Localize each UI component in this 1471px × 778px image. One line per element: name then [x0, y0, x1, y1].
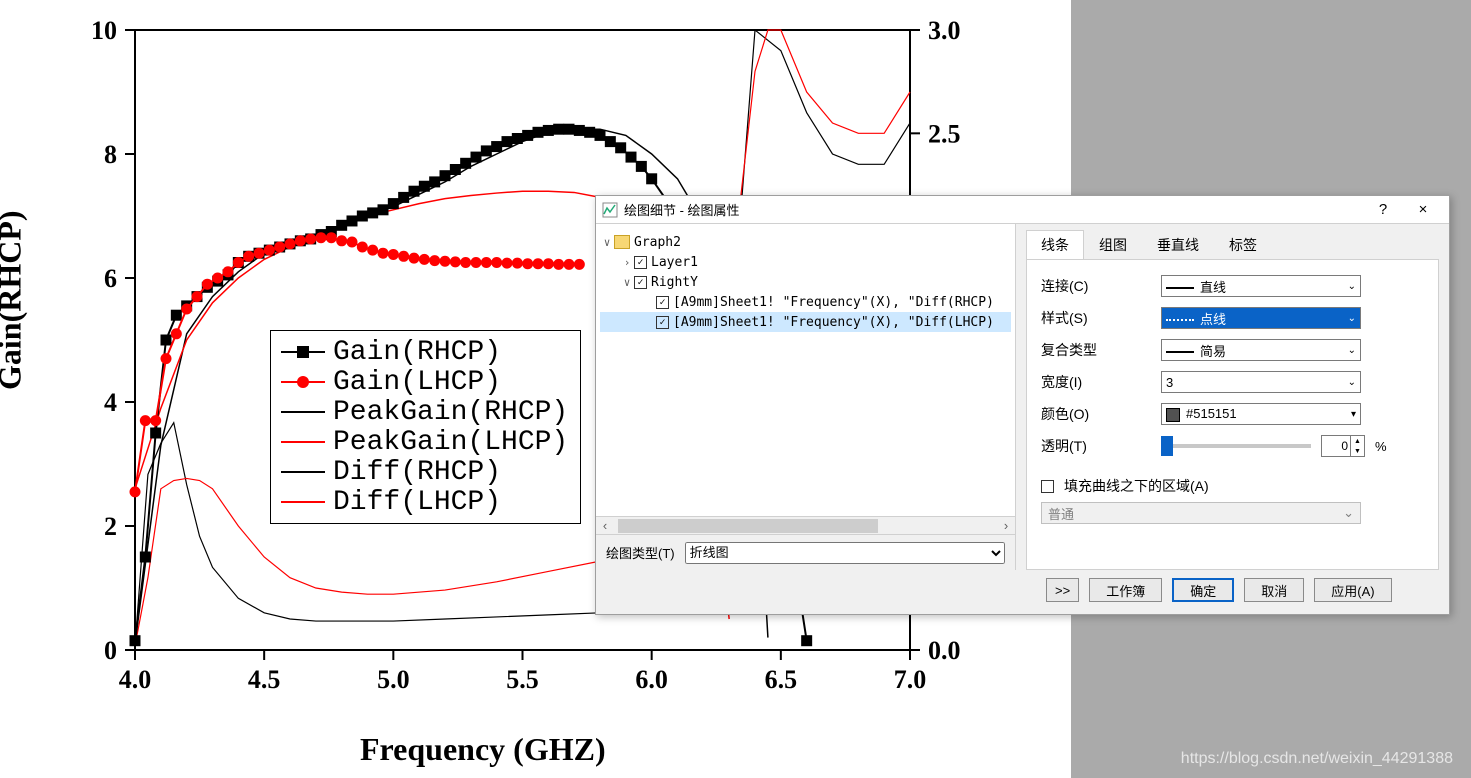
- svg-text:6.5: 6.5: [765, 665, 798, 694]
- connect-label: 连接(C): [1041, 276, 1161, 296]
- svg-text:6.0: 6.0: [635, 665, 668, 694]
- watermark: https://blog.csdn.net/weixin_44291388: [1181, 750, 1453, 768]
- tree-item-label: [A9mm]Sheet1! "Frequency"(X), "Diff(RHCP…: [673, 295, 994, 310]
- style-label: 样式(S): [1041, 308, 1161, 328]
- width-label: 宽度(I): [1041, 372, 1161, 392]
- svg-text:0.0: 0.0: [928, 636, 961, 665]
- svg-text:2.5: 2.5: [928, 119, 961, 148]
- svg-text:2: 2: [104, 512, 117, 541]
- percent-label: %: [1375, 439, 1387, 454]
- svg-text:0: 0: [104, 636, 117, 665]
- tree-item-diff-rhcp[interactable]: ✓ [A9mm]Sheet1! "Frequency"(X), "Diff(RH…: [600, 292, 1011, 312]
- svg-text:10: 10: [91, 16, 117, 45]
- ok-button[interactable]: 确定: [1172, 578, 1234, 602]
- connect-combo[interactable]: 直线 ⌄: [1161, 275, 1361, 297]
- transparency-label: 透明(T): [1041, 436, 1161, 456]
- legend-label: Gain(LHCP): [333, 367, 501, 398]
- svg-text:3.0: 3.0: [928, 16, 961, 45]
- svg-text:8: 8: [104, 140, 117, 169]
- legend-box[interactable]: Gain(RHCP)Gain(LHCP)PeakGain(RHCP)PeakGa…: [270, 330, 581, 524]
- dialog-button-bar: >> 工作簿 确定 取消 应用(A): [596, 570, 1449, 610]
- plot-type-select[interactable]: 折线图: [685, 542, 1005, 564]
- compound-combo[interactable]: 简易 ⌄: [1161, 339, 1361, 361]
- tree-hscrollbar[interactable]: ‹›: [596, 516, 1015, 534]
- legend-label: Gain(RHCP): [333, 337, 501, 368]
- tree-root-label: Graph2: [634, 235, 681, 250]
- legend-item[interactable]: Diff(LHCP): [281, 487, 568, 517]
- svg-text:6: 6: [104, 264, 117, 293]
- compound-label: 复合类型: [1041, 340, 1161, 360]
- legend-item[interactable]: PeakGain(LHCP): [281, 427, 568, 457]
- legend-item[interactable]: Gain(LHCP): [281, 367, 568, 397]
- tab-bar: 线条 组图 垂直线 标签: [1026, 230, 1439, 260]
- checkbox-icon[interactable]: ✓: [656, 296, 669, 309]
- tab-group[interactable]: 组图: [1084, 230, 1142, 259]
- tab-label[interactable]: 标签: [1214, 230, 1272, 259]
- fill-mode-combo: 普通⌄: [1041, 502, 1361, 524]
- workbook-button[interactable]: 工作簿: [1089, 578, 1162, 602]
- help-button[interactable]: ?: [1363, 201, 1403, 218]
- tree-layer-label: Layer1: [651, 255, 698, 270]
- checkbox-icon[interactable]: ✓: [656, 316, 669, 329]
- app-icon: [602, 202, 618, 218]
- tree-root[interactable]: ∨ Graph2: [600, 232, 1011, 252]
- width-combo[interactable]: 3⌄: [1161, 371, 1361, 393]
- apply-button[interactable]: 应用(A): [1314, 578, 1391, 602]
- color-label: 颜色(O): [1041, 404, 1161, 424]
- tree-righty[interactable]: ∨✓ RightY: [600, 272, 1011, 292]
- properties-panel: 线条 组图 垂直线 标签 连接(C) 直线 ⌄ 样式(S) 点线 ⌄: [1016, 224, 1449, 570]
- legend-label: PeakGain(RHCP): [333, 397, 568, 428]
- legend-label: PeakGain(LHCP): [333, 427, 568, 458]
- dialog-title: 绘图细节 - 绘图属性: [624, 200, 740, 219]
- svg-text:7.0: 7.0: [894, 665, 927, 694]
- color-combo[interactable]: #515151 ▾: [1161, 403, 1361, 425]
- fill-label: 填充曲线之下的区域(A): [1064, 476, 1209, 496]
- y-axis-title: Gain(RHCP): [0, 210, 29, 390]
- svg-text:4.0: 4.0: [119, 665, 152, 694]
- svg-text:4: 4: [104, 388, 117, 417]
- transparency-input[interactable]: [1322, 436, 1350, 456]
- legend-item[interactable]: Diff(RHCP): [281, 457, 568, 487]
- transparency-slider[interactable]: [1161, 444, 1311, 448]
- tree-item-label: [A9mm]Sheet1! "Frequency"(X), "Diff(LHCP…: [673, 315, 994, 330]
- plot-details-dialog: 绘图细节 - 绘图属性 ? × ∨ Graph2 ›✓ Layer1 ∨✓ Ri…: [595, 195, 1450, 615]
- checkbox-icon[interactable]: ✓: [634, 256, 647, 269]
- tab-dropline[interactable]: 垂直线: [1142, 230, 1214, 259]
- svg-text:5.0: 5.0: [377, 665, 410, 694]
- tab-line[interactable]: 线条: [1026, 230, 1084, 259]
- svg-text:4.5: 4.5: [248, 665, 281, 694]
- legend-item[interactable]: Gain(RHCP): [281, 337, 568, 367]
- line-properties-form: 连接(C) 直线 ⌄ 样式(S) 点线 ⌄ 复合类型 简易: [1026, 260, 1439, 570]
- tree-righty-label: RightY: [651, 275, 698, 290]
- x-axis-title: Frequency (GHZ): [360, 731, 606, 768]
- fill-checkbox[interactable]: [1041, 480, 1054, 493]
- more-button[interactable]: >>: [1046, 578, 1079, 602]
- dialog-titlebar[interactable]: 绘图细节 - 绘图属性 ? ×: [596, 196, 1449, 224]
- plot-tree[interactable]: ∨ Graph2 ›✓ Layer1 ∨✓ RightY ✓ [A9mm]She…: [596, 224, 1015, 516]
- transparency-spinner[interactable]: ▲▼: [1321, 435, 1365, 457]
- tree-panel: ∨ Graph2 ›✓ Layer1 ∨✓ RightY ✓ [A9mm]She…: [596, 224, 1016, 570]
- checkbox-icon[interactable]: ✓: [634, 276, 647, 289]
- close-button[interactable]: ×: [1403, 201, 1443, 218]
- legend-label: Diff(LHCP): [333, 487, 501, 518]
- plot-type-label: 绘图类型(T): [606, 543, 675, 562]
- cancel-button[interactable]: 取消: [1244, 578, 1304, 602]
- tree-item-diff-lhcp[interactable]: ✓ [A9mm]Sheet1! "Frequency"(X), "Diff(LH…: [600, 312, 1011, 332]
- style-combo[interactable]: 点线 ⌄: [1161, 307, 1361, 329]
- tree-layer1[interactable]: ›✓ Layer1: [600, 252, 1011, 272]
- folder-icon: [614, 235, 630, 249]
- legend-label: Diff(RHCP): [333, 457, 501, 488]
- legend-item[interactable]: PeakGain(RHCP): [281, 397, 568, 427]
- svg-text:5.5: 5.5: [506, 665, 539, 694]
